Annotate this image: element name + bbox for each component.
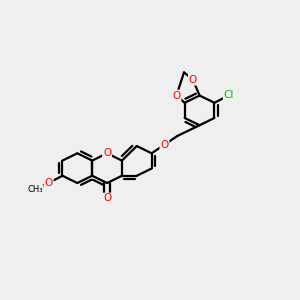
Text: O: O bbox=[172, 91, 181, 100]
Text: O: O bbox=[103, 148, 111, 158]
Text: O: O bbox=[189, 75, 197, 85]
Text: O: O bbox=[160, 140, 169, 150]
Text: Cl: Cl bbox=[224, 90, 234, 100]
Text: O: O bbox=[45, 178, 53, 188]
Text: CH₃: CH₃ bbox=[27, 185, 43, 194]
Text: O: O bbox=[103, 194, 111, 203]
